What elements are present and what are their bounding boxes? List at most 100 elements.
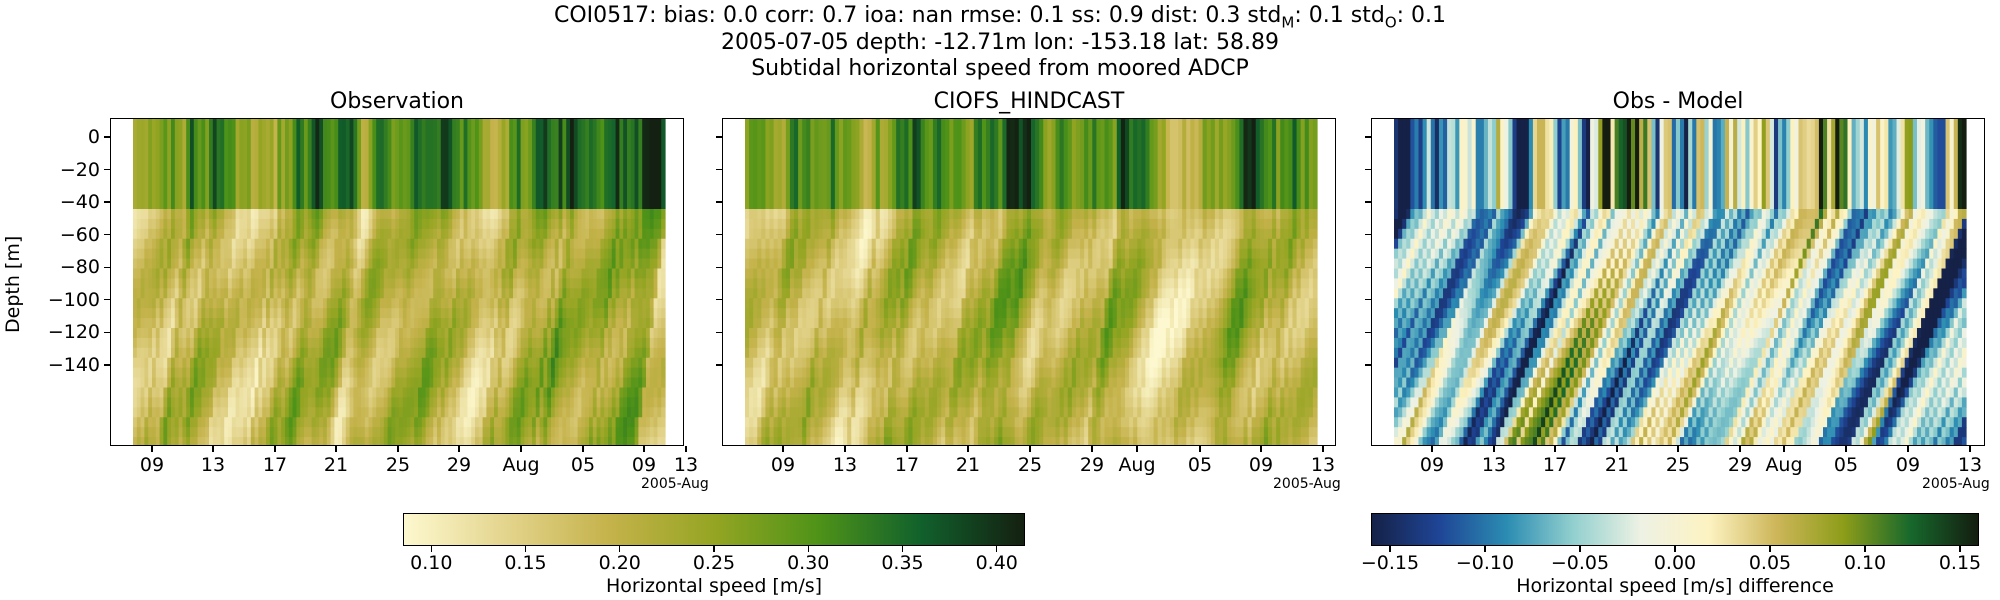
heatmap-cell xyxy=(171,218,176,230)
heatmap-cell xyxy=(338,357,343,369)
heatmap-cell xyxy=(212,357,218,369)
heatmap-cell xyxy=(254,377,259,389)
heatmap-cell xyxy=(745,258,750,270)
heatmap-cell xyxy=(334,397,339,408)
heatmap-cell xyxy=(1080,278,1085,289)
heatmap-cell xyxy=(1218,278,1224,289)
heatmap-cell xyxy=(437,328,442,339)
heatmap-cell xyxy=(1047,258,1053,270)
heatmap-cell xyxy=(285,308,290,319)
heatmap-cell xyxy=(539,357,544,369)
heatmap-cell xyxy=(1235,228,1240,240)
heatmap-cell xyxy=(152,218,157,230)
heatmap-cell xyxy=(1174,238,1179,250)
heatmap-cell xyxy=(296,308,301,319)
heatmap-cell xyxy=(941,288,946,299)
heatmap-cell xyxy=(444,417,449,428)
heatmap-cell xyxy=(304,258,309,270)
heatmap-cell xyxy=(357,387,362,399)
heatmap-cell xyxy=(1116,258,1122,270)
heatmap-cell xyxy=(228,347,233,359)
heatmap-cell xyxy=(399,268,404,280)
heatmap-cell xyxy=(1194,258,1200,270)
heatmap-cell xyxy=(486,119,491,209)
heatmap-cell xyxy=(543,377,548,389)
heatmap-cell xyxy=(657,328,662,339)
heatmap-cell xyxy=(932,288,938,299)
heatmap-cell xyxy=(361,228,366,240)
heatmap-cell xyxy=(471,347,476,359)
heatmap-cell xyxy=(627,268,632,280)
heatmap-cell xyxy=(395,367,400,379)
heatmap-cell xyxy=(1006,298,1012,309)
heatmap-cell xyxy=(1198,238,1204,250)
heatmap-cell xyxy=(463,308,468,319)
heatmap-cell xyxy=(554,228,560,240)
heatmap-cell xyxy=(418,238,423,250)
heatmap-cell xyxy=(1145,218,1151,230)
heatmap-cell xyxy=(532,209,537,220)
heatmap-cell xyxy=(494,397,499,408)
heatmap-cell xyxy=(220,228,225,240)
heatmap-cell xyxy=(155,387,161,399)
heatmap-cell xyxy=(528,228,533,240)
heatmap-cell xyxy=(216,407,221,418)
heatmap-cell xyxy=(220,357,225,369)
heatmap-cell xyxy=(357,357,362,369)
heatmap-cell xyxy=(342,258,347,270)
heatmap-cell xyxy=(421,119,427,209)
heatmap-cell xyxy=(642,278,647,289)
heatmap-cell xyxy=(1190,278,1196,289)
heatmap-cell xyxy=(649,407,655,418)
heatmap-cell xyxy=(300,268,305,280)
heatmap-cell xyxy=(810,228,816,240)
heatmap-cell xyxy=(285,437,290,445)
heatmap-cell xyxy=(494,357,499,369)
heatmap-cell xyxy=(1280,228,1285,240)
heatmap-cell xyxy=(471,278,476,289)
heatmap-cell xyxy=(467,248,472,260)
heatmap-cell xyxy=(916,268,922,280)
heatmap-cell xyxy=(657,238,662,250)
heatmap-cell xyxy=(357,258,362,270)
heatmap-cell xyxy=(745,268,750,280)
heatmap-cell xyxy=(986,278,991,289)
heatmap-cell xyxy=(1141,278,1146,289)
heatmap-cell xyxy=(262,347,267,359)
heatmap-cell xyxy=(630,427,636,438)
heatmap-cell xyxy=(250,417,256,428)
heatmap-cell xyxy=(361,417,366,428)
heatmap-cell xyxy=(937,218,942,230)
heatmap-cell xyxy=(433,288,438,299)
heatmap-cell xyxy=(1255,218,1261,230)
heatmap-cell xyxy=(471,218,476,230)
heatmap-cell xyxy=(296,119,301,209)
heatmap-cell xyxy=(611,308,617,319)
heatmap-cell xyxy=(965,209,971,220)
heatmap-cell xyxy=(171,377,176,389)
heatmap-cell xyxy=(364,218,370,230)
heatmap-cell xyxy=(916,228,922,240)
heatmap-cell xyxy=(1223,288,1228,299)
heatmap-cell xyxy=(326,228,332,240)
heatmap-cell xyxy=(957,298,963,309)
heatmap-cell xyxy=(769,278,775,289)
heatmap-cell xyxy=(486,407,491,418)
heatmap-cell xyxy=(826,209,832,220)
heatmap-cell xyxy=(425,268,430,280)
heatmap-cell xyxy=(615,298,620,309)
heatmap-cell xyxy=(463,367,468,379)
heatmap-cell xyxy=(205,347,210,359)
heatmap-cell xyxy=(589,328,594,339)
heatmap-cell xyxy=(851,119,856,209)
heatmap-cell xyxy=(418,407,423,418)
heatmap-cell xyxy=(1300,288,1306,299)
heatmap-cell xyxy=(794,119,799,209)
heatmap-cell xyxy=(838,258,844,270)
heatmap-cell xyxy=(592,357,598,369)
heatmap-cell xyxy=(570,387,575,399)
heatmap-cell xyxy=(425,298,430,309)
heatmap-cell xyxy=(649,367,655,379)
heatmap-cell xyxy=(254,437,259,445)
heatmap-cell xyxy=(349,357,354,369)
